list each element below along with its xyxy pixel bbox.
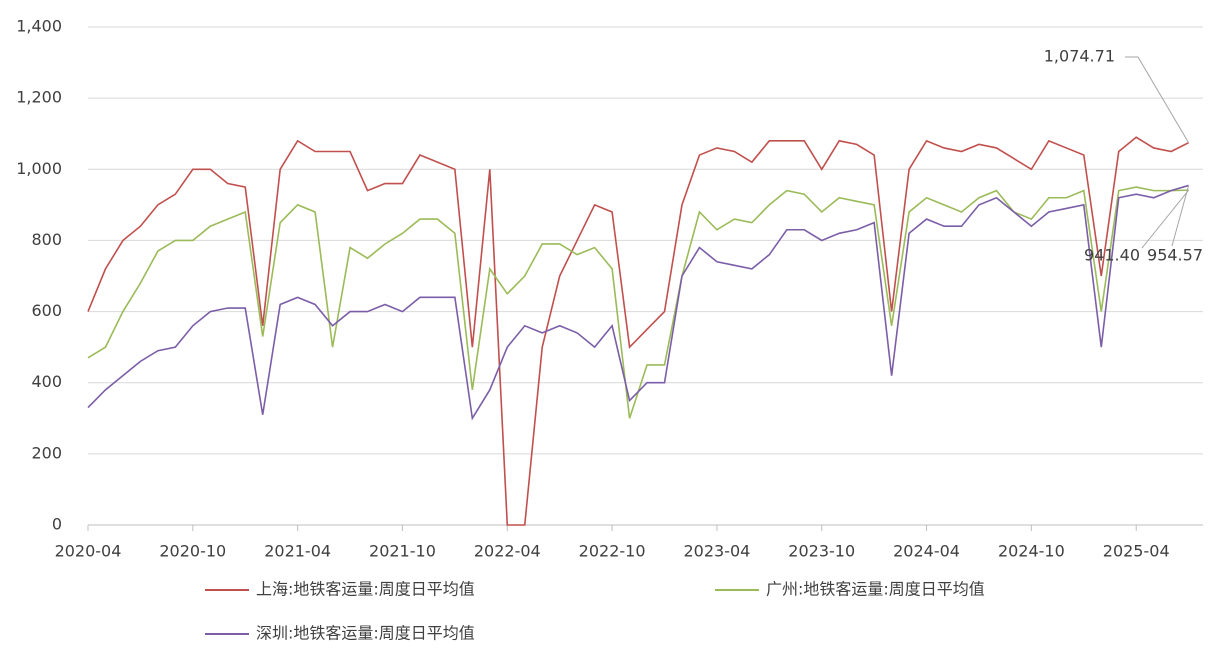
y-tick-label: 600 [31,301,62,320]
x-tick-label: 2023-04 [683,542,750,561]
y-tick-label: 800 [31,230,62,249]
series-line [87,184,1189,421]
x-tick-label: 2021-10 [369,542,436,561]
y-tick-label: 1,400 [16,17,62,36]
x-tick-label: 2024-04 [893,542,960,561]
x-tick-label: 2022-04 [474,542,541,561]
y-tick-label: 1,200 [16,88,62,107]
x-tick-label: 2020-10 [159,542,226,561]
leader-line [1141,189,1189,249]
x-tick-label: 2020-04 [55,542,122,561]
x-tick-label: 2024-10 [998,542,1065,561]
x-tick-label: 2025-04 [1103,542,1170,561]
series-line [87,136,1189,526]
y-tick-label: 400 [31,372,62,391]
x-tick-label: 2023-10 [788,542,855,561]
legend-label: 广州:地铁客运量:周度日平均值 [766,580,985,599]
y-tick-label: 1,000 [16,159,62,178]
y-tick-label: 0 [52,515,62,534]
leader-line [1125,56,1190,143]
y-tick-label: 200 [31,443,62,462]
series-line [87,186,1189,419]
leader-line [1171,185,1190,247]
end-label: 954.57 [1147,246,1203,265]
end-label: 1,074.71 [1044,47,1115,66]
legend-label: 上海:地铁客运量:周度日平均值 [256,580,475,599]
legend-label: 深圳:地铁客运量:周度日平均值 [256,624,475,643]
end-label: 941.40 [1084,246,1140,265]
x-tick-label: 2022-10 [579,542,646,561]
x-tick-label: 2021-04 [264,542,331,561]
